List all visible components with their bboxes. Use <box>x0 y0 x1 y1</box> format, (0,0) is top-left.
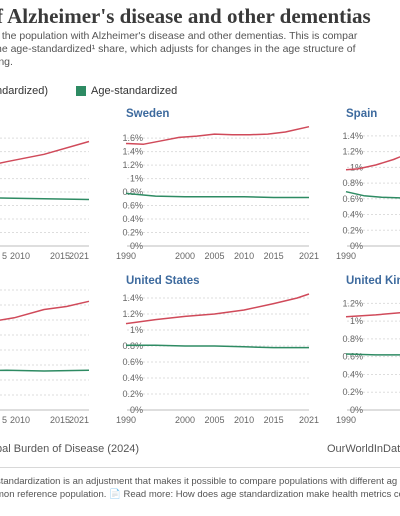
footnote-line: mon reference population. 📄 Read more: H… <box>0 489 400 500</box>
legend-label-age-standardized: Age-standardized <box>90 85 178 97</box>
crude-share-line <box>0 300 90 321</box>
y-tick-label: 1% <box>130 174 143 184</box>
footer-divider <box>0 467 400 468</box>
y-tick-label: 1.4% <box>122 293 143 303</box>
legend[interactable]: ndardized) Age-standardized <box>0 85 177 97</box>
subtitle-line: ing. <box>0 56 13 68</box>
x-tick-label: 2015 <box>264 251 284 261</box>
x-tick-label: 2021 <box>69 251 89 261</box>
y-tick-label: 0% <box>350 405 363 415</box>
y-tick-label: 1.2% <box>342 298 363 308</box>
x-tick-label: 2005 <box>205 415 225 425</box>
subtitle-line: f the population with Alzheimer's diseas… <box>0 30 358 42</box>
y-tick-label: 0.8% <box>342 178 363 188</box>
y-tick-label: 1% <box>350 162 363 172</box>
x-tick-label: 2005 <box>205 251 225 261</box>
crude-share-line <box>125 293 310 325</box>
y-tick-label: 0.6% <box>122 201 143 211</box>
crude-share-line <box>345 311 400 318</box>
x-tick-label: 2015 <box>264 415 284 425</box>
legend-label-crude: ndardized) <box>0 85 48 97</box>
age-standardized-line <box>125 192 309 199</box>
y-tick-label: 1% <box>130 325 143 335</box>
x-tick-label: 1990 <box>336 415 356 425</box>
y-tick-label: 1.6% <box>122 133 143 143</box>
x-tick-label: 2000 <box>175 251 195 261</box>
owid-credit[interactable]: OurWorldInDat <box>327 443 400 455</box>
source-note: bal Burden of Disease (2024) <box>0 443 140 455</box>
x-tick-label: 1990 <box>116 415 136 425</box>
y-tick-label: 0.8% <box>342 334 363 344</box>
y-tick-label: 0.4% <box>342 210 363 220</box>
panel-title: United Kin <box>346 275 400 287</box>
y-tick-label: 0.2% <box>122 228 143 238</box>
y-tick-label: 0.2% <box>342 387 363 397</box>
x-tick-label: 2021 <box>69 415 89 425</box>
x-tick-label: 1990 <box>116 251 136 261</box>
y-tick-label: 0.6% <box>342 352 363 362</box>
age-standardized-line <box>126 344 309 349</box>
age-standardized-line <box>0 369 90 372</box>
chart-subtitle: f the population with Alzheimer's diseas… <box>0 30 400 69</box>
y-tick-label: 0.2% <box>122 389 143 399</box>
y-tick-label: 0.8% <box>122 341 143 351</box>
y-tick-label: 1.2% <box>122 309 143 319</box>
age-standardized-line <box>345 353 400 356</box>
x-tick-label: 2015 <box>50 251 70 261</box>
chart-title: f Alzheimer's disease and other dementia… <box>0 4 371 28</box>
subtitle-line: he age-standardized¹ share, which adjust… <box>0 43 356 55</box>
x-tick-label: 2010 <box>234 251 254 261</box>
footnote: standardization is an adjustment that ma… <box>0 475 400 501</box>
x-tick-label: 1990 <box>336 251 356 261</box>
y-tick-label: 0.6% <box>122 357 143 367</box>
x-tick-label: 2010 <box>10 251 30 261</box>
age-standardized-line <box>345 190 400 199</box>
y-tick-label: 1.2% <box>122 160 143 170</box>
y-tick-label: 1.4% <box>342 131 363 141</box>
y-tick-label: 0% <box>130 241 143 251</box>
crude-share-line <box>345 156 400 171</box>
y-tick-label: 0.8% <box>122 187 143 197</box>
panel-title: Spain <box>346 108 377 120</box>
y-tick-label: 0% <box>130 405 143 415</box>
x-tick-label: 2010 <box>10 415 30 425</box>
x-tick-label: 2000 <box>175 415 195 425</box>
crude-share-line <box>125 125 310 145</box>
x-tick-label: 2010 <box>234 415 254 425</box>
panel-title: Sweden <box>126 108 169 120</box>
y-tick-label: 0% <box>350 241 363 251</box>
y-tick-label: 0.4% <box>342 369 363 379</box>
y-tick-label: 0.2% <box>342 225 363 235</box>
panel-title: United States <box>126 275 200 287</box>
y-tick-label: 1.2% <box>342 147 363 157</box>
x-tick-label: 2015 <box>50 415 70 425</box>
x-tick-label: 2021 <box>299 251 319 261</box>
age-standardized-line <box>0 197 90 201</box>
x-tick-label: 5 <box>2 251 7 261</box>
x-tick-label: 2021 <box>299 415 319 425</box>
footnote-line: standardization is an adjustment that ma… <box>0 476 398 487</box>
y-tick-label: 1.4% <box>122 147 143 157</box>
crude-share-line <box>0 140 90 164</box>
y-tick-label: 0.4% <box>122 214 143 224</box>
y-tick-label: 1% <box>350 316 363 326</box>
y-tick-label: 0.6% <box>342 194 363 204</box>
y-tick-label: 0.4% <box>122 373 143 383</box>
legend-swatch-age-standardized <box>75 86 86 96</box>
x-tick-label: 5 <box>2 415 7 425</box>
